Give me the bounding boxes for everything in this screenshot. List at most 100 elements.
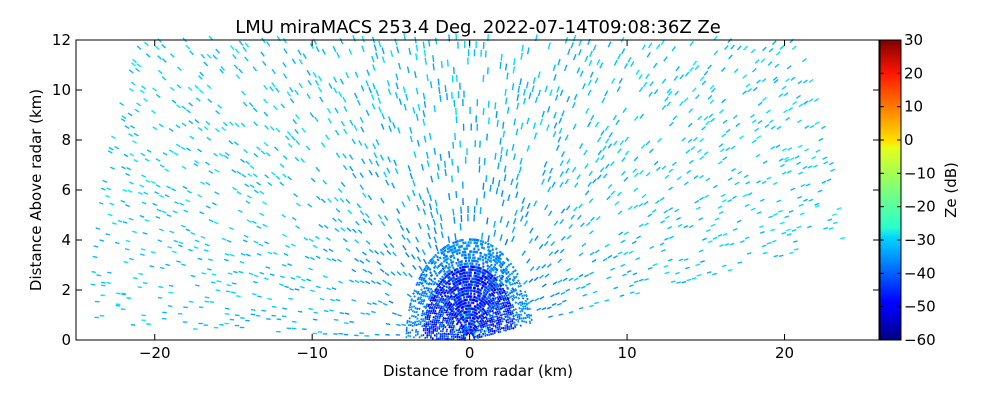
range-gate [814, 98, 819, 102]
range-gate [491, 248, 494, 252]
range-gate [525, 81, 529, 89]
range-gate [645, 73, 650, 80]
range-gate [797, 80, 803, 85]
range-gate [353, 92, 358, 99]
range-gate [325, 134, 330, 140]
range-gate [358, 140, 363, 147]
range-gate [481, 307, 485, 311]
range-gate [663, 56, 668, 62]
range-gate [434, 253, 438, 257]
range-gate [354, 279, 360, 284]
range-gate [622, 273, 627, 277]
range-gate [779, 44, 785, 50]
range-gate [498, 316, 501, 319]
range-gate [348, 154, 354, 160]
range-gate [401, 234, 406, 240]
range-gate [475, 327, 479, 331]
range-gate [522, 317, 525, 320]
range-gate [132, 277, 138, 280]
range-gate [448, 193, 451, 201]
range-gate [482, 332, 485, 336]
range-gate [444, 85, 447, 93]
range-gate [430, 301, 434, 305]
range-gate [517, 279, 520, 283]
range-gate [430, 175, 434, 183]
range-gate [522, 294, 526, 297]
range-gate [360, 312, 366, 315]
range-gate [429, 320, 432, 323]
range-gate [197, 126, 203, 132]
range-gate [594, 121, 600, 128]
range-gate [411, 189, 416, 197]
range-gate [506, 270, 510, 274]
range-gate [243, 234, 249, 238]
range-gate [171, 187, 177, 192]
range-gate [426, 74, 429, 82]
range-gate [437, 300, 441, 304]
range-gate [246, 219, 252, 223]
range-gate [588, 170, 593, 177]
range-gate [591, 258, 597, 263]
range-gate [486, 280, 489, 284]
range-gate [426, 295, 430, 298]
range-gate [566, 234, 572, 240]
range-gate [391, 182, 396, 189]
range-gate [349, 279, 355, 283]
range-gate [203, 61, 209, 67]
range-gate [485, 270, 488, 273]
range-gate [430, 291, 433, 295]
range-gate [451, 92, 453, 100]
range-gate [424, 57, 427, 65]
range-gate [728, 54, 733, 60]
range-gate [290, 276, 296, 280]
range-gate [149, 265, 155, 268]
range-gate [450, 304, 454, 308]
range-gate [478, 322, 481, 326]
range-gate [489, 306, 492, 309]
range-gate [152, 202, 157, 206]
range-gate [733, 68, 739, 74]
range-gate [372, 143, 377, 150]
range-gate [488, 304, 491, 308]
range-gate [487, 252, 490, 256]
range-gate [396, 218, 402, 225]
range-gate [411, 321, 415, 325]
range-gate [508, 296, 512, 299]
range-gate [809, 124, 815, 129]
range-gate [414, 315, 417, 319]
range-gate [459, 294, 463, 297]
range-gate [244, 56, 249, 62]
range-gate [416, 313, 420, 317]
x-tick-label: 20 [775, 344, 794, 362]
range-gate [454, 278, 457, 282]
range-gate [447, 286, 451, 290]
range-gate [477, 310, 481, 314]
range-gate [620, 263, 626, 268]
range-gate [439, 321, 442, 324]
range-gate [410, 314, 414, 318]
range-gate [727, 268, 733, 272]
range-gate [161, 43, 166, 49]
range-gate [213, 152, 218, 157]
range-gate [335, 298, 341, 302]
range-gate [506, 318, 510, 321]
range-gate [335, 208, 341, 213]
range-gate [500, 53, 503, 61]
range-gate [197, 148, 203, 153]
range-gate [564, 178, 569, 185]
range-gate [433, 281, 437, 284]
range-gate [519, 284, 523, 288]
range-gate [437, 321, 440, 324]
range-gate [340, 120, 346, 127]
range-gate [427, 282, 431, 286]
range-gate [449, 332, 452, 336]
range-gate [444, 310, 448, 314]
range-gate [371, 55, 375, 63]
range-gate [443, 303, 447, 307]
range-gate [125, 239, 131, 243]
range-gate [442, 327, 445, 331]
range-gate [379, 268, 385, 273]
range-gate [482, 312, 486, 316]
range-gate [144, 41, 149, 47]
range-gate [412, 315, 416, 318]
